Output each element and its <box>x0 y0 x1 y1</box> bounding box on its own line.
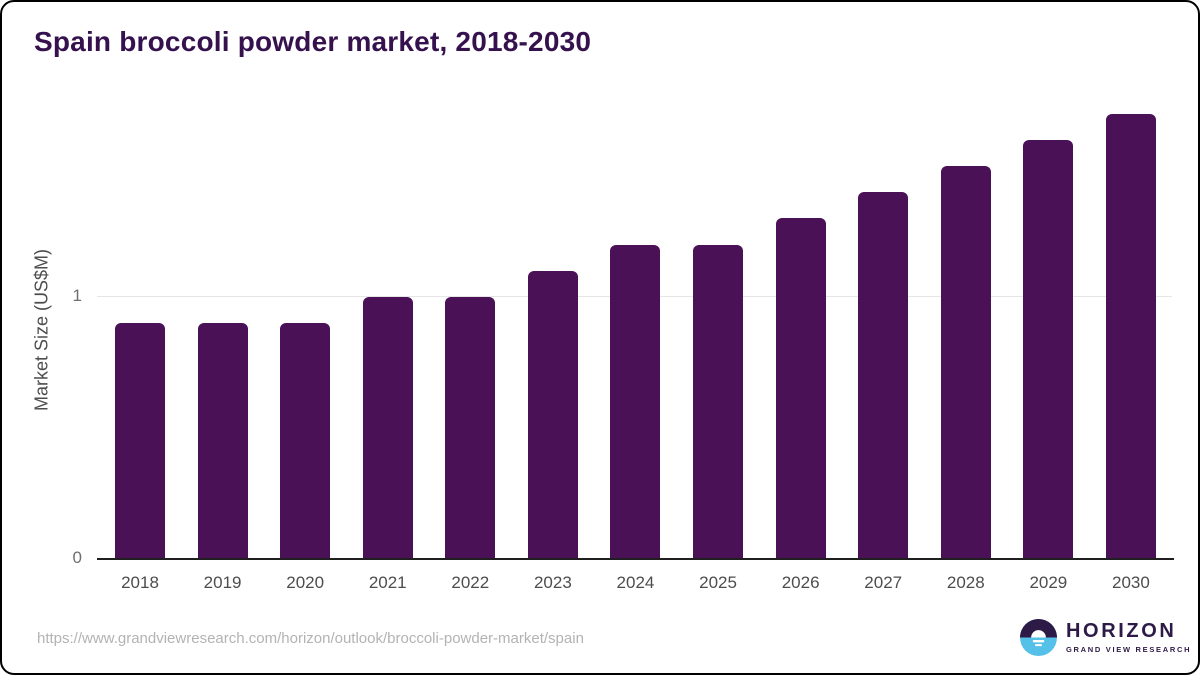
x-tick-label-2030: 2030 <box>1112 573 1150 592</box>
x-tick-label-2028: 2028 <box>946 573 985 592</box>
x-tick-label-2021: 2021 <box>368 573 407 592</box>
x-axis-labels: 2018 2019 2020 2021 2022 2023 2024 2025 2026 2027… <box>97 573 1172 593</box>
bar-2029 <box>1023 140 1074 559</box>
x-tick-label-2026: 2026 <box>781 573 820 592</box>
source-url: https://www.grandviewresearch.com/horizo… <box>37 630 584 647</box>
bar-2021 <box>362 297 413 559</box>
bar-2030 <box>1105 114 1156 559</box>
x-tick-label-2023: 2023 <box>533 573 572 592</box>
bar-2027 <box>858 192 909 559</box>
horizon-logo: HORIZON GRAND VIEW RESEARCH <box>1020 619 1191 656</box>
x-tick-label-2020: 2020 <box>286 573 325 592</box>
bar-2024 <box>610 245 661 559</box>
x-tick-label-2018: 2018 <box>121 573 159 592</box>
bar-2023 <box>527 271 578 559</box>
logo-text: HORIZON GRAND VIEW RESEARCH <box>1066 621 1191 654</box>
logo-name: HORIZON <box>1066 620 1177 642</box>
x-axis-line <box>97 558 1174 560</box>
sunset-horizon-icon <box>1020 619 1057 656</box>
x-tick-label-2029: 2029 <box>1029 573 1068 592</box>
bar-2022 <box>445 297 496 559</box>
x-tick-label-2019: 2019 <box>203 573 242 592</box>
bar-2028 <box>940 166 991 559</box>
x-tick-label-2022: 2022 <box>451 573 490 592</box>
bar-2019 <box>197 323 248 559</box>
bar-2025 <box>693 245 744 559</box>
chart-title: Spain broccoli powder market, 2018-2030 <box>34 26 592 57</box>
y-tick-label-0: 0 <box>72 548 82 567</box>
bar-2020 <box>280 323 331 559</box>
logo-subtitle: GRAND VIEW RESEARCH <box>1066 645 1192 654</box>
bar-2018 <box>115 323 165 559</box>
x-tick-label-2025: 2025 <box>699 573 737 592</box>
y-axis-title: Market Size (US$M) <box>31 248 52 412</box>
x-tick-label-2024: 2024 <box>616 573 655 592</box>
x-tick-label-2027: 2027 <box>864 573 903 592</box>
y-tick-label-1: 1 <box>72 286 82 305</box>
bar-2026 <box>775 218 826 559</box>
bars <box>97 97 1172 559</box>
